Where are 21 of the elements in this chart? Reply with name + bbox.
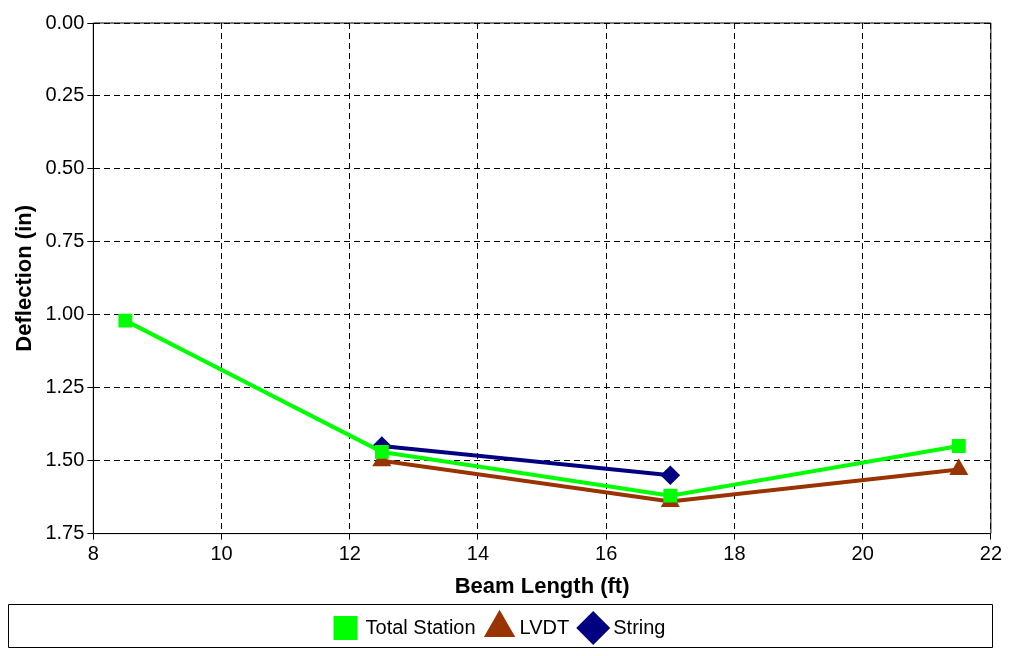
y-tick-label: 1.25 [45, 375, 85, 398]
y-tick-label: 0.25 [45, 83, 85, 106]
x-tick-label: 18 [723, 542, 746, 565]
y-tick-label: 0.00 [45, 10, 85, 33]
x-tick-label: 10 [210, 542, 233, 565]
x-tick-label: 22 [979, 542, 1002, 565]
x-axis-title: Beam Length (ft) [454, 572, 630, 598]
x-tick-label: 20 [851, 542, 874, 565]
x-tick-label: 14 [466, 542, 490, 565]
y-tick-label: 0.75 [45, 229, 85, 252]
x-tick-label: 8 [87, 542, 99, 565]
x-tick-label: 12 [338, 542, 361, 565]
legend-label: String [613, 615, 666, 638]
y-axis-title: Deflection (in) [11, 204, 37, 352]
x-tick-label: 16 [595, 542, 618, 565]
y-tick-label: 1.50 [45, 448, 85, 471]
y-tick-label: 0.50 [45, 156, 85, 179]
legend-label: Total Station [365, 615, 476, 638]
y-tick-label: 1.00 [45, 302, 85, 325]
legend-label: LVDT [519, 615, 570, 638]
y-tick-label: 1.75 [45, 521, 85, 544]
